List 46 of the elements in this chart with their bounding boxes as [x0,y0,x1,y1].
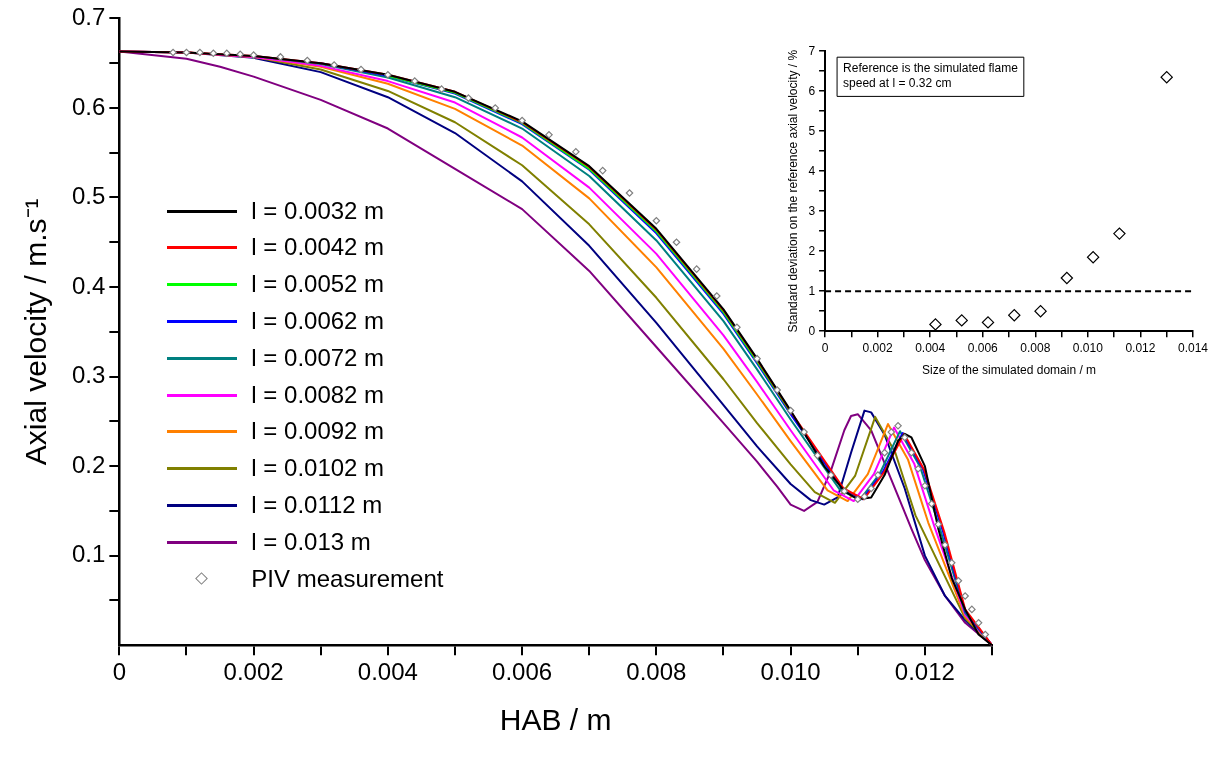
y-tick-label: 1 [808,283,816,298]
y-tick-label: 6 [808,83,816,98]
x-axis-title: HAB / m [499,703,612,737]
legend-label: l = 0.0062 m [251,306,385,335]
legend-label: l = 0.0092 m [251,417,385,446]
legend-label: l = 0.013 m [251,527,371,556]
x-tick-label: 0 [112,658,127,686]
y-tick-label: 0.6 [71,92,106,120]
legend-label: l = 0.0042 m [251,233,385,262]
x-tick-label: 0 [821,340,829,355]
x-tick-label: 0.010 [760,658,821,686]
y-tick-label: 4 [808,163,816,178]
y-tick-label: 7 [808,43,816,58]
x-tick-label: 0.002 [862,340,893,355]
legend-label: PIV measurement [251,564,444,593]
y-axis-title: Standard deviation on the reference axial velocity / % [785,49,800,333]
y-tick-label: 5 [808,123,816,138]
legend-label: l = 0.0102 m [251,454,385,483]
y-tick-label: 2 [808,243,816,258]
x-tick-label: 0.002 [223,658,284,686]
x-tick-label: 0.012 [1125,340,1156,355]
legend-label: l = 0.0112 m [251,490,383,519]
legend-label: l = 0.0072 m [251,343,385,372]
x-tick-label: 0.012 [894,658,955,686]
x-axis-title: Size of the simulated domain / m [921,363,1097,378]
x-tick-label: 0.008 [1020,340,1051,355]
x-tick-label: 0.008 [626,658,687,686]
x-tick-label: 0.004 [915,340,946,355]
y-tick-label: 0.7 [71,3,106,31]
legend-label: l = 0.0032 m [251,196,385,225]
y-tick-label: 0.5 [71,182,106,210]
x-tick-label: 0.010 [1072,340,1104,355]
y-tick-label: 0.4 [71,271,106,299]
y-tick-label: 0 [808,323,816,338]
y-axis-title: Axial velocity / m.s⁻¹ [19,198,53,466]
y-tick-label: 0.2 [71,450,106,478]
x-tick-label: 0.014 [1177,340,1209,355]
legend-label: l = 0.0082 m [251,380,385,409]
legend-label: l = 0.0052 m [251,270,385,299]
x-tick-label: 0.006 [967,340,999,355]
y-tick-label: 3 [808,203,816,218]
y-tick-label: 0.3 [71,361,106,389]
x-tick-label: 0.004 [357,658,418,686]
x-tick-label: 0.006 [492,658,553,686]
annotation: Reference is the simulated flame speed at l = 0.32 cm [843,60,1019,91]
y-tick-label: 0.1 [71,540,106,568]
